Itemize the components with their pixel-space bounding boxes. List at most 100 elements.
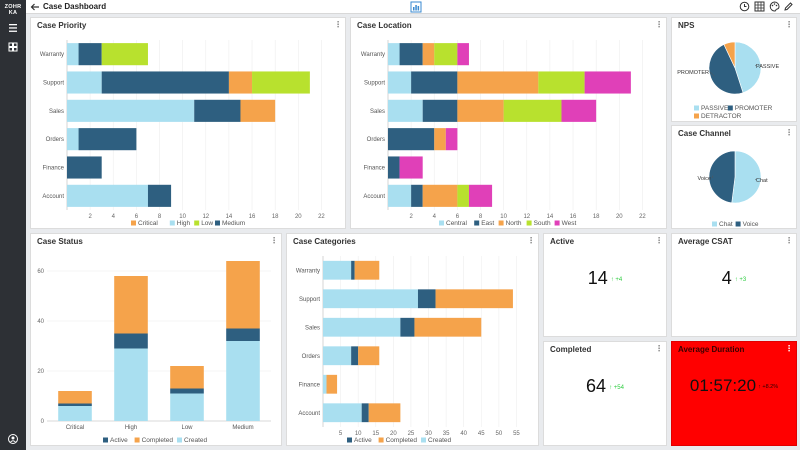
- bar-segment: [358, 346, 380, 366]
- case-priority-title: Case Priority: [37, 21, 87, 30]
- nps-more-icon[interactable]: ⋮: [785, 20, 793, 29]
- bar-segment: [67, 43, 79, 66]
- x-tick-label: 16: [249, 214, 256, 220]
- bar-segment: [538, 71, 585, 94]
- legend-swatch: [526, 220, 532, 226]
- trend-up-icon: ↑: [734, 276, 740, 283]
- case-channel-title: Case Channel: [678, 129, 731, 138]
- bar-segment: [326, 374, 338, 394]
- completed-kpi-more-icon[interactable]: ⋮: [655, 344, 663, 353]
- completed-kpi-card: Completed ⋮ 64 ↑ +54: [543, 341, 667, 446]
- category-label: Account: [298, 411, 320, 417]
- legend-swatch: [474, 220, 480, 226]
- pie-slice-label: Chat: [756, 178, 768, 184]
- legend-swatch: [177, 437, 182, 443]
- logo-text-bottom: KA: [8, 10, 18, 16]
- bar-segment: [78, 128, 137, 151]
- y-tick-label: 40: [37, 319, 44, 325]
- bar-segment: [414, 317, 482, 337]
- x-tick-label: 45: [478, 431, 485, 437]
- x-tick-label: 8: [479, 214, 483, 220]
- x-tick-label: 10: [179, 214, 186, 220]
- bar-segment: [147, 184, 172, 207]
- case-categories-more-icon[interactable]: ⋮: [527, 236, 535, 245]
- bar-segment: [422, 99, 458, 122]
- bar-segment: [457, 184, 469, 207]
- x-tick-label: 6: [456, 214, 460, 220]
- bar-segment: [323, 374, 327, 394]
- case-channel-card: Case Channel ⋮ Chat Voice Chat Voice: [671, 125, 797, 229]
- category-label: Finance: [43, 166, 65, 172]
- page-title: Case Dashboard: [43, 2, 107, 11]
- legend-swatch: [103, 437, 108, 443]
- case-priority-more-icon[interactable]: ⋮: [334, 20, 342, 29]
- x-tick-label: 40: [460, 431, 467, 437]
- analytics-icon[interactable]: [410, 1, 422, 13]
- active-kpi-value-row: 14 ↑ +4: [544, 268, 666, 289]
- bar-segment: [226, 328, 260, 341]
- x-tick-label: 35: [443, 431, 450, 437]
- legend-label: Completed: [386, 437, 418, 444]
- bar-segment: [422, 184, 458, 207]
- edit-pencil-icon[interactable]: [783, 1, 794, 12]
- x-tick-label: 10: [500, 214, 507, 220]
- pie-slice: [723, 41, 736, 69]
- duration-kpi-value: 01:57:20: [689, 376, 757, 395]
- bar-segment: [435, 289, 513, 309]
- bar-segment: [417, 289, 436, 309]
- case-channel-more-icon[interactable]: ⋮: [785, 128, 793, 137]
- y-tick-label: 20: [37, 369, 44, 375]
- case-channel-pie-chart: Chat Voice Chat Voice: [698, 150, 768, 228]
- legend-label: High: [177, 220, 191, 227]
- legend-label: Completed: [142, 437, 174, 444]
- pie-slice-label: PROMOTER: [677, 70, 709, 76]
- x-tick-label: 4: [112, 214, 116, 220]
- legend-swatch: [169, 220, 175, 226]
- completed-kpi-delta: ↑ +54: [609, 385, 624, 391]
- bar-segment: [351, 260, 355, 280]
- x-tick-label: 5: [339, 431, 343, 437]
- case-location-title: Case Location: [357, 21, 412, 30]
- duration-kpi-more-icon[interactable]: ⋮: [785, 344, 793, 353]
- legend-swatch: [694, 105, 699, 111]
- clock-icon[interactable]: [739, 1, 750, 12]
- csat-kpi-more-icon[interactable]: ⋮: [785, 236, 793, 245]
- bar-segment: [422, 43, 435, 66]
- legend-label: PROMOTER: [735, 105, 773, 112]
- menu-icon[interactable]: [6, 21, 20, 35]
- user-profile-icon[interactable]: [6, 432, 20, 446]
- bar-segment: [411, 71, 458, 94]
- case-categories-card: Case Categories ⋮ 5 10 15 20 25 30 35 40 45 50 55 W…: [286, 233, 539, 446]
- legend-swatch: [735, 221, 741, 227]
- bar-segment: [457, 71, 539, 94]
- bar-segment: [323, 260, 352, 280]
- app-logo[interactable]: ZOHR KA: [2, 4, 24, 16]
- dashboard-icon[interactable]: [6, 40, 20, 54]
- bar-segment: [67, 184, 148, 207]
- csat-kpi-value: 4: [721, 268, 732, 288]
- category-label: Orders: [367, 137, 385, 143]
- active-kpi-more-icon[interactable]: ⋮: [655, 236, 663, 245]
- bar-segment: [240, 99, 276, 122]
- pie-slice: [708, 150, 736, 204]
- duration-kpi-delta-text: +8.2%: [762, 383, 779, 390]
- case-status-more-icon[interactable]: ⋮: [270, 236, 278, 245]
- bar-segment: [388, 43, 400, 66]
- case-location-more-icon[interactable]: ⋮: [655, 20, 663, 29]
- active-kpi-value: 14: [587, 268, 608, 288]
- bar-segment: [323, 403, 362, 423]
- x-tick-label: 50: [496, 431, 503, 437]
- table-grid-icon[interactable]: [754, 1, 765, 12]
- legend-label: Created: [184, 437, 208, 444]
- bar-segment: [354, 260, 380, 280]
- category-label: Critical: [66, 425, 84, 431]
- legend-label: Chat: [719, 221, 733, 228]
- back-arrow-icon[interactable]: [30, 2, 40, 12]
- category-label: Finance: [299, 382, 321, 388]
- logo-text-top: ZOHR: [4, 4, 22, 10]
- palette-icon[interactable]: [769, 1, 780, 12]
- category-label: Sales: [49, 109, 64, 115]
- legend-swatch: [215, 220, 220, 226]
- bar-segment: [388, 71, 412, 94]
- case-priority-chart: 2 4 6 8 10 12 14 16 18 20 22 Warranty Support Sales Or…: [40, 40, 325, 227]
